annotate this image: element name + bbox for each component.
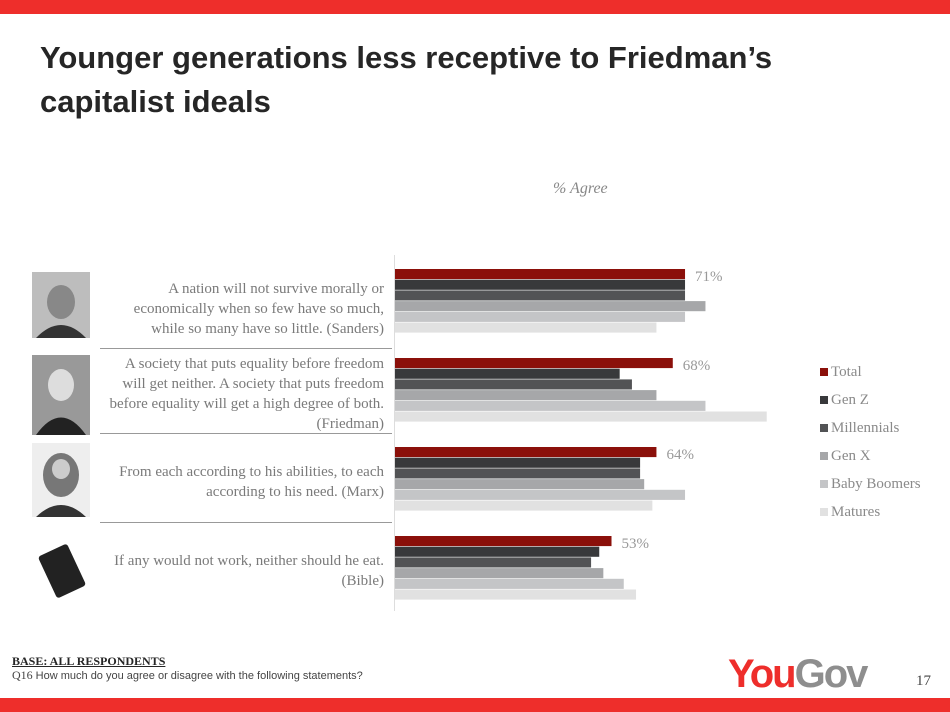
divider <box>100 433 392 434</box>
legend-item: Gen Z <box>820 386 921 414</box>
bar-millennials <box>395 290 686 301</box>
legend-label: Millennials <box>831 419 900 436</box>
bar-millennials <box>395 379 632 390</box>
chart-subtitle: % Agree <box>553 180 608 197</box>
legend-item: Matures <box>820 498 921 526</box>
page-number: 17 <box>916 673 931 689</box>
bar-total <box>395 269 686 280</box>
divider <box>100 348 392 349</box>
bar-gen-z <box>395 457 641 468</box>
bar-gen-x <box>395 479 645 490</box>
legend-label: Total <box>831 363 862 380</box>
quote-friedman: A society that puts equality before free… <box>109 356 385 432</box>
bar-matures <box>395 589 637 600</box>
legend-label: Baby Boomers <box>831 475 921 492</box>
photo-bible <box>32 540 90 602</box>
bar-gen-x <box>395 301 706 312</box>
bar-matures <box>395 500 653 511</box>
legend-label: Gen Z <box>831 391 869 408</box>
legend-swatch <box>820 396 828 404</box>
photo-sanders <box>32 272 90 338</box>
photo-friedman <box>32 355 90 435</box>
bar-gen-z <box>395 546 600 557</box>
bar-baby-boomers <box>395 311 686 322</box>
question-number: Q16 <box>12 668 33 682</box>
bar-gen-z <box>395 368 620 379</box>
quote-sanders: A nation will not survive morally or eco… <box>133 281 384 337</box>
top-accent-bar <box>0 0 950 14</box>
bar-gen-z <box>395 279 686 290</box>
divider <box>100 522 392 523</box>
data-label: 71% <box>695 269 723 285</box>
legend-item: Baby Boomers <box>820 470 921 498</box>
page-title: Younger generations less receptive to Fr… <box>40 40 773 119</box>
bar-millennials <box>395 468 641 479</box>
legend-swatch <box>820 368 828 376</box>
bar-gen-x <box>395 390 657 401</box>
bar-gen-x <box>395 568 604 579</box>
footer-question: Q16 How much do you agree or disagree wi… <box>12 668 363 683</box>
legend-item: Millennials <box>820 414 921 442</box>
legend-swatch <box>820 508 828 516</box>
legend-item: Total <box>820 358 921 386</box>
chart-axis <box>394 255 395 611</box>
data-label: 53% <box>622 536 650 552</box>
bar-millennials <box>395 557 592 568</box>
data-label: 68% <box>683 358 711 374</box>
footer-base: BASE: ALL RESPONDENTS <box>12 654 166 668</box>
quote-marx: From each according to his abilities, to… <box>119 464 384 500</box>
bar-matures <box>395 411 767 422</box>
legend-swatch <box>820 480 828 488</box>
bar-baby-boomers <box>395 400 706 411</box>
legend-label: Matures <box>831 503 881 520</box>
legend-swatch <box>820 452 828 460</box>
yougov-logo: YouGov <box>728 652 868 696</box>
bar-matures <box>395 322 657 333</box>
legend-swatch <box>820 424 828 432</box>
data-label: 64% <box>666 447 694 463</box>
bottom-accent-bar <box>0 698 950 712</box>
legend-item: Gen X <box>820 442 921 470</box>
photo-marx <box>32 443 90 517</box>
chart-legend: Total Gen Z Millennials Gen X Baby Boomers Ma… <box>820 358 921 526</box>
question-text: How much do you agree or disagree with t… <box>35 670 363 682</box>
legend-label: Gen X <box>831 447 871 464</box>
quote-bible: If any would not work, neither should he… <box>114 553 384 589</box>
bar-baby-boomers <box>395 489 686 500</box>
bar-total <box>395 536 612 547</box>
bar-total <box>395 358 673 369</box>
bar-baby-boomers <box>395 578 624 589</box>
bar-total <box>395 447 657 458</box>
